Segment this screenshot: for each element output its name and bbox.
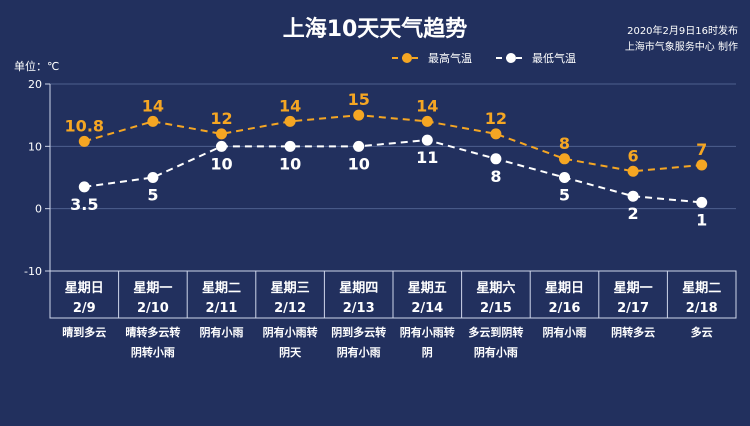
high-temp-label: 14 <box>416 96 438 115</box>
high-temp-label: 10.8 <box>65 116 104 135</box>
legend: 最高气温 最低气温 <box>392 51 576 65</box>
low-temp-label: 3.5 <box>70 195 98 214</box>
day-condition: 阴有小雨转 <box>263 325 318 339</box>
day-condition: 阴到多云转 <box>331 325 386 339</box>
low-temp-label: 1 <box>696 210 707 229</box>
high-temp-point <box>559 153 570 165</box>
low-temp-point <box>627 190 639 202</box>
low-temp-line <box>84 139 702 204</box>
low-temp-label: 10 <box>210 154 232 173</box>
day-condition: 阴转多云 <box>611 325 655 339</box>
high-temp-point <box>421 115 433 127</box>
low-temp-label: 2 <box>628 204 639 223</box>
low-temp-label: 10 <box>279 154 301 173</box>
y-tick-label: 10 <box>28 140 42 153</box>
day-weekday: 星期六 <box>476 280 515 296</box>
day-date: 2/13 <box>343 301 375 316</box>
low-temp-point <box>490 153 502 165</box>
y-tick-label: 0 <box>35 203 42 216</box>
publish-time: 2020年2月9日16时发布 <box>627 24 738 37</box>
day-condition: 阴有小雨 <box>337 345 381 359</box>
day-date: 2/16 <box>549 301 581 316</box>
day-weekday: 星期三 <box>271 281 310 296</box>
series-lines <box>84 114 702 204</box>
high-temp-point <box>490 128 502 140</box>
low-temp-label: 5 <box>147 186 158 205</box>
day-weekday: 星期一 <box>614 281 653 296</box>
low-temp-label: 5 <box>559 186 570 205</box>
day-weekday: 星期二 <box>682 281 721 296</box>
high-temp-label: 12 <box>210 109 232 128</box>
high-temp-point <box>216 128 227 140</box>
legend-high-label: 最高气温 <box>428 51 472 65</box>
high-temp-point <box>284 115 296 127</box>
high-temp-label: 14 <box>279 96 301 115</box>
day-condition: 晴到多云 <box>62 325 106 339</box>
series-points <box>78 109 708 208</box>
day-condition: 阴转小雨 <box>131 345 175 359</box>
high-temp-label: 12 <box>485 109 507 128</box>
legend-low-label: 最低气温 <box>532 51 576 65</box>
day-condition: 阴有小雨 <box>200 325 244 339</box>
low-temp-point <box>284 140 296 152</box>
legend-high-marker <box>402 53 412 63</box>
low-temp-point <box>696 196 708 208</box>
low-temp-point <box>147 172 159 183</box>
unit-label: 单位：℃ <box>14 59 59 73</box>
publisher: 上海市气象服务中心 制作 <box>625 40 738 53</box>
low-temp-point <box>421 134 433 146</box>
day-date: 2/9 <box>73 301 96 316</box>
day-condition: 多云到阴转 <box>468 325 523 339</box>
high-temp-label: 7 <box>696 140 707 159</box>
high-temp-label: 15 <box>348 90 370 109</box>
day-condition: 阴有小雨 <box>543 325 587 339</box>
day-date: 2/14 <box>411 301 443 316</box>
day-weekday: 星期二 <box>202 281 241 296</box>
day-condition: 阴有小雨 <box>474 345 518 359</box>
y-axis: -10 0 10 20 <box>24 78 51 278</box>
y-tick-label: -10 <box>24 265 42 278</box>
day-date: 2/11 <box>206 301 238 316</box>
low-temp-point <box>353 140 365 152</box>
day-weekday: 星期日 <box>65 281 104 296</box>
high-temp-line <box>84 114 702 173</box>
legend-low-marker <box>506 53 516 63</box>
high-temp-point <box>627 165 639 177</box>
high-temp-label: 6 <box>628 146 639 165</box>
high-temp-point <box>147 115 159 127</box>
day-condition: 多云 <box>691 325 713 339</box>
high-temp-label: 8 <box>559 134 570 153</box>
day-date: 2/12 <box>274 301 306 316</box>
chart-title: 上海10天天气趋势 <box>283 16 468 42</box>
day-weekday: 星期五 <box>408 281 447 296</box>
day-condition: 阴天 <box>279 345 302 359</box>
y-tick-label: 20 <box>28 78 42 91</box>
low-temp-point <box>216 140 227 152</box>
high-temp-point <box>696 159 708 171</box>
day-weekday: 星期日 <box>545 281 584 296</box>
high-temp-point <box>78 135 90 147</box>
day-weekday: 星期四 <box>339 281 378 296</box>
day-condition: 阴 <box>422 345 433 359</box>
series-labels: 10.8 14 12 14 15 14 12 8 6 7 3.5 5 10 10 10 11 8 5 2 1 <box>65 90 708 229</box>
low-temp-point <box>559 172 570 183</box>
low-temp-label: 10 <box>348 154 370 173</box>
day-condition: 晴转多云转 <box>125 325 180 339</box>
high-temp-point <box>353 109 365 121</box>
day-date: 2/15 <box>480 301 512 316</box>
day-date: 2/17 <box>617 301 649 316</box>
low-temp-label: 11 <box>416 148 438 167</box>
day-condition: 阴有小雨转 <box>400 325 455 339</box>
day-date: 2/18 <box>686 301 718 316</box>
high-temp-label: 14 <box>142 96 164 115</box>
day-date: 2/10 <box>137 301 169 316</box>
low-temp-label: 8 <box>490 167 501 186</box>
low-temp-point <box>78 181 90 193</box>
day-weekday: 星期一 <box>133 281 172 296</box>
